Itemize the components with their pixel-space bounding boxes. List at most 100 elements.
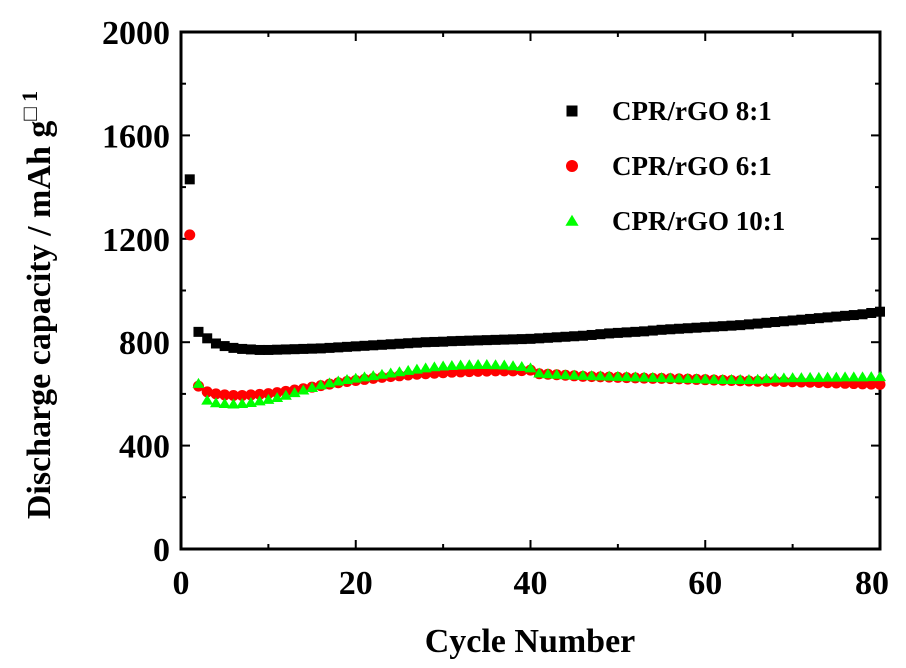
- data-point: [621, 327, 632, 338]
- data-point: [577, 330, 588, 341]
- data-point: [786, 372, 799, 383]
- data-point: [472, 358, 485, 369]
- data-point: [866, 307, 877, 318]
- data-point: [254, 344, 265, 355]
- data-point: [831, 311, 842, 322]
- data-point: [629, 371, 642, 382]
- data-point: [830, 371, 843, 382]
- data-point: [262, 388, 274, 400]
- data-point: [681, 372, 694, 383]
- data-point: [847, 371, 860, 382]
- data-point: [611, 370, 624, 381]
- data-point: [359, 340, 370, 351]
- x-tick-label: 60: [688, 565, 722, 602]
- data-point: [857, 309, 868, 320]
- data-point: [673, 372, 686, 383]
- data-point: [480, 358, 493, 369]
- data-point: [717, 321, 728, 332]
- data-series: [184, 174, 886, 409]
- series-cpr-rgo-8-1: [184, 174, 885, 355]
- data-point: [840, 310, 851, 321]
- data-point: [541, 368, 554, 379]
- data-point: [358, 371, 371, 382]
- y-tick-label: 2000: [102, 15, 170, 52]
- data-point: [620, 371, 633, 382]
- data-point: [438, 336, 449, 347]
- data-point: [674, 323, 685, 334]
- data-point: [550, 368, 563, 379]
- data-point: [874, 371, 886, 382]
- data-point: [726, 320, 737, 331]
- data-point: [568, 369, 581, 380]
- data-point: [576, 369, 589, 380]
- data-point: [253, 395, 266, 406]
- data-point: [323, 377, 336, 388]
- data-point: [446, 336, 457, 347]
- data-point: [752, 318, 763, 329]
- data-point: [445, 360, 458, 370]
- data-point: [735, 320, 746, 331]
- legend-marker-cpr-rgo-8-1: [566, 105, 578, 117]
- y-axis-label-text: Discharge capacity / mAh g: [21, 121, 58, 520]
- data-point: [498, 359, 511, 370]
- data-point: [297, 384, 310, 395]
- data-point: [525, 333, 536, 344]
- data-point: [332, 375, 345, 386]
- data-point: [865, 371, 878, 382]
- data-point: [586, 329, 597, 340]
- data-point: [821, 371, 834, 382]
- data-point: [368, 340, 379, 351]
- data-point: [429, 336, 440, 347]
- data-point: [272, 344, 283, 355]
- data-point: [210, 388, 222, 400]
- data-point: [743, 319, 754, 330]
- data-point: [437, 360, 450, 371]
- data-point: [410, 363, 423, 374]
- data-point: [595, 329, 606, 340]
- data-point: [201, 386, 213, 398]
- plot-frame: [179, 30, 882, 551]
- axis-ticks: [180, 31, 881, 550]
- data-point: [419, 362, 432, 373]
- data-point: [228, 342, 239, 353]
- data-point: [289, 344, 300, 355]
- data-point: [770, 317, 781, 328]
- data-point: [603, 370, 616, 381]
- data-point: [376, 339, 387, 350]
- data-point: [664, 372, 677, 383]
- data-point: [367, 370, 380, 381]
- data-point: [288, 387, 301, 398]
- data-point: [202, 333, 213, 344]
- data-point: [193, 326, 204, 337]
- data-point: [716, 373, 729, 384]
- data-point: [725, 373, 738, 384]
- data-point: [699, 373, 712, 384]
- data-point: [534, 333, 545, 344]
- y-tick-label: 1600: [102, 118, 170, 155]
- data-point: [184, 229, 196, 241]
- data-point: [874, 378, 886, 390]
- data-point: [350, 341, 361, 352]
- data-point: [244, 396, 257, 407]
- y-axis-label-exponent: □ 1: [17, 91, 42, 121]
- data-point: [262, 393, 275, 404]
- data-point: [813, 313, 824, 324]
- x-tick-label: 20: [339, 565, 373, 602]
- data-point: [875, 306, 885, 317]
- data-point: [263, 344, 274, 355]
- data-point: [639, 326, 650, 337]
- data-point: [420, 337, 431, 348]
- data-point: [490, 334, 501, 345]
- data-point: [690, 373, 703, 384]
- data-point: [665, 324, 676, 335]
- data-point: [454, 359, 467, 370]
- data-point: [236, 389, 248, 401]
- data-point: [515, 361, 528, 372]
- data-point: [463, 359, 476, 370]
- data-point: [209, 397, 222, 408]
- data-point: [279, 389, 292, 400]
- data-point: [481, 335, 492, 346]
- data-point: [455, 335, 466, 346]
- y-axis-label: Discharge capacity / mAh g□ 1: [17, 91, 58, 519]
- data-point: [656, 324, 667, 335]
